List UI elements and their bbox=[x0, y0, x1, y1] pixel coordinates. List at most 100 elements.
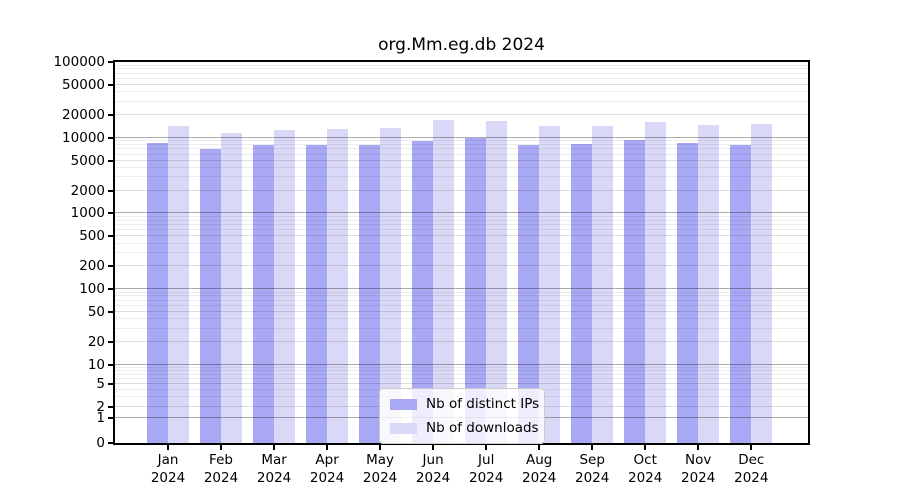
y-tick-10000 bbox=[108, 136, 113, 139]
gridline-20000 bbox=[115, 113, 808, 115]
gridline-7000 bbox=[115, 148, 808, 150]
y-tick-label-500: 500 bbox=[79, 228, 105, 245]
legend-item-distinct-ips: Nb of distinct IPs bbox=[390, 396, 539, 412]
y-tick-100 bbox=[108, 288, 113, 291]
x-tick-label-aug: Aug 2024 bbox=[522, 452, 557, 486]
legend-swatch-distinct-ips bbox=[390, 398, 417, 410]
y-tick-label-50000: 50000 bbox=[62, 76, 105, 93]
y-tick-label-5: 5 bbox=[96, 376, 105, 393]
gridline-5 bbox=[115, 383, 808, 385]
x-tick-label-mar: Mar 2024 bbox=[256, 452, 292, 486]
x-tick-label-jan: Jan 2024 bbox=[150, 452, 186, 486]
bar-distinct-ips-jul bbox=[465, 138, 487, 443]
bar-distinct-ips-dec bbox=[730, 145, 752, 443]
x-tick-nov bbox=[697, 445, 700, 450]
x-tick-label-apr: Apr 2024 bbox=[309, 452, 345, 486]
y-tick-0 bbox=[108, 442, 113, 444]
bar-distinct-ips-apr bbox=[305, 145, 328, 443]
bar-downloads-oct bbox=[645, 122, 667, 443]
y-tick-5000 bbox=[108, 159, 113, 162]
bar-downloads-aug bbox=[539, 126, 561, 443]
gridline-6000 bbox=[115, 153, 808, 155]
gridline-80 bbox=[115, 295, 808, 297]
bar-downloads-apr bbox=[327, 128, 349, 443]
y-tick-20000 bbox=[108, 113, 113, 116]
x-tick-aug bbox=[538, 445, 541, 450]
y-tick-200 bbox=[108, 265, 113, 268]
bar-distinct-ips-may bbox=[358, 144, 381, 443]
x-tick-dec bbox=[750, 445, 753, 450]
gridline-7 bbox=[115, 373, 808, 375]
x-tick-apr bbox=[326, 445, 329, 450]
x-tick-label-sep: Sep 2024 bbox=[575, 452, 610, 486]
x-tick-jan bbox=[167, 445, 169, 450]
bar-distinct-ips-mar bbox=[252, 144, 275, 443]
legend: Nb of distinct IPs Nb of downloads bbox=[379, 388, 545, 444]
x-tick-feb bbox=[220, 445, 222, 450]
gridline-80000 bbox=[115, 68, 808, 70]
bar-downloads-nov bbox=[698, 124, 720, 443]
gridline-3000 bbox=[115, 176, 808, 178]
y-tick-label-0: 0 bbox=[96, 435, 105, 451]
x-tick-may bbox=[379, 445, 382, 450]
x-tick-oct bbox=[644, 445, 647, 450]
gridline-2000 bbox=[115, 189, 808, 191]
x-tick-mar bbox=[273, 445, 276, 450]
legend-swatch-downloads bbox=[390, 422, 417, 434]
gridline-300 bbox=[115, 251, 808, 253]
gridline-90000 bbox=[115, 64, 808, 66]
gridline-30000 bbox=[115, 100, 808, 102]
y-tick-2 bbox=[108, 406, 113, 409]
gridline-200 bbox=[115, 265, 808, 267]
x-tick-label-oct: Oct 2024 bbox=[628, 452, 663, 486]
x-tick-label-may: May 2024 bbox=[362, 452, 398, 486]
bar-downloads-jun bbox=[433, 120, 455, 443]
gridline-9 bbox=[115, 366, 808, 368]
y-tick-label-100000: 100000 bbox=[53, 54, 105, 70]
bar-downloads-sep bbox=[592, 125, 614, 443]
y-tick-500 bbox=[108, 235, 113, 238]
gridline-800 bbox=[115, 219, 808, 221]
bar-distinct-ips-aug bbox=[518, 145, 540, 443]
y-tick-10 bbox=[108, 363, 113, 366]
y-tick-label-20: 20 bbox=[87, 334, 105, 350]
gridline-1000 bbox=[115, 212, 808, 214]
y-tick-50000 bbox=[108, 83, 113, 86]
y-tick-label-1000: 1000 bbox=[70, 205, 105, 222]
gridline-5000 bbox=[115, 159, 808, 161]
bar-distinct-ips-jun bbox=[411, 140, 434, 443]
x-tick-jul bbox=[485, 445, 488, 450]
y-tick-label-10: 10 bbox=[87, 356, 105, 373]
y-tick-label-10000: 10000 bbox=[62, 129, 105, 146]
x-tick-label-jul: Jul 2024 bbox=[469, 452, 504, 486]
gridline-900 bbox=[115, 215, 808, 217]
y-tick-label-20000: 20000 bbox=[62, 106, 105, 123]
gridline-70000 bbox=[115, 72, 808, 74]
gridline-500 bbox=[115, 235, 808, 237]
bar-distinct-ips-feb bbox=[199, 149, 221, 443]
bar-downloads-dec bbox=[751, 123, 773, 443]
x-tick-label-feb: Feb 2024 bbox=[203, 452, 239, 486]
legend-label-downloads: Nb of downloads bbox=[426, 420, 539, 436]
gridline-20 bbox=[115, 341, 808, 342]
gridline-60000 bbox=[115, 77, 808, 79]
gridline-600 bbox=[115, 229, 808, 231]
y-tick-50 bbox=[108, 310, 113, 313]
y-tick-label-1: 1 bbox=[96, 410, 105, 427]
y-tick-1 bbox=[108, 417, 113, 420]
gridline-90 bbox=[115, 291, 808, 293]
gridline-8000 bbox=[115, 144, 808, 145]
legend-label-distinct-ips: Nb of distinct IPs bbox=[426, 396, 540, 412]
gridline-4000 bbox=[115, 166, 808, 168]
y-tick-label-50: 50 bbox=[87, 303, 105, 320]
gridline-6 bbox=[115, 378, 808, 379]
gridline-100 bbox=[115, 288, 808, 290]
bar-downloads-may bbox=[380, 127, 402, 443]
bar-distinct-ips-jan bbox=[146, 143, 168, 443]
y-tick-2000 bbox=[108, 189, 113, 192]
gridline-8 bbox=[115, 370, 808, 371]
x-tick-label-dec: Dec 2024 bbox=[734, 452, 769, 486]
gridline-40 bbox=[115, 318, 808, 320]
y-tick-1000 bbox=[108, 212, 113, 215]
